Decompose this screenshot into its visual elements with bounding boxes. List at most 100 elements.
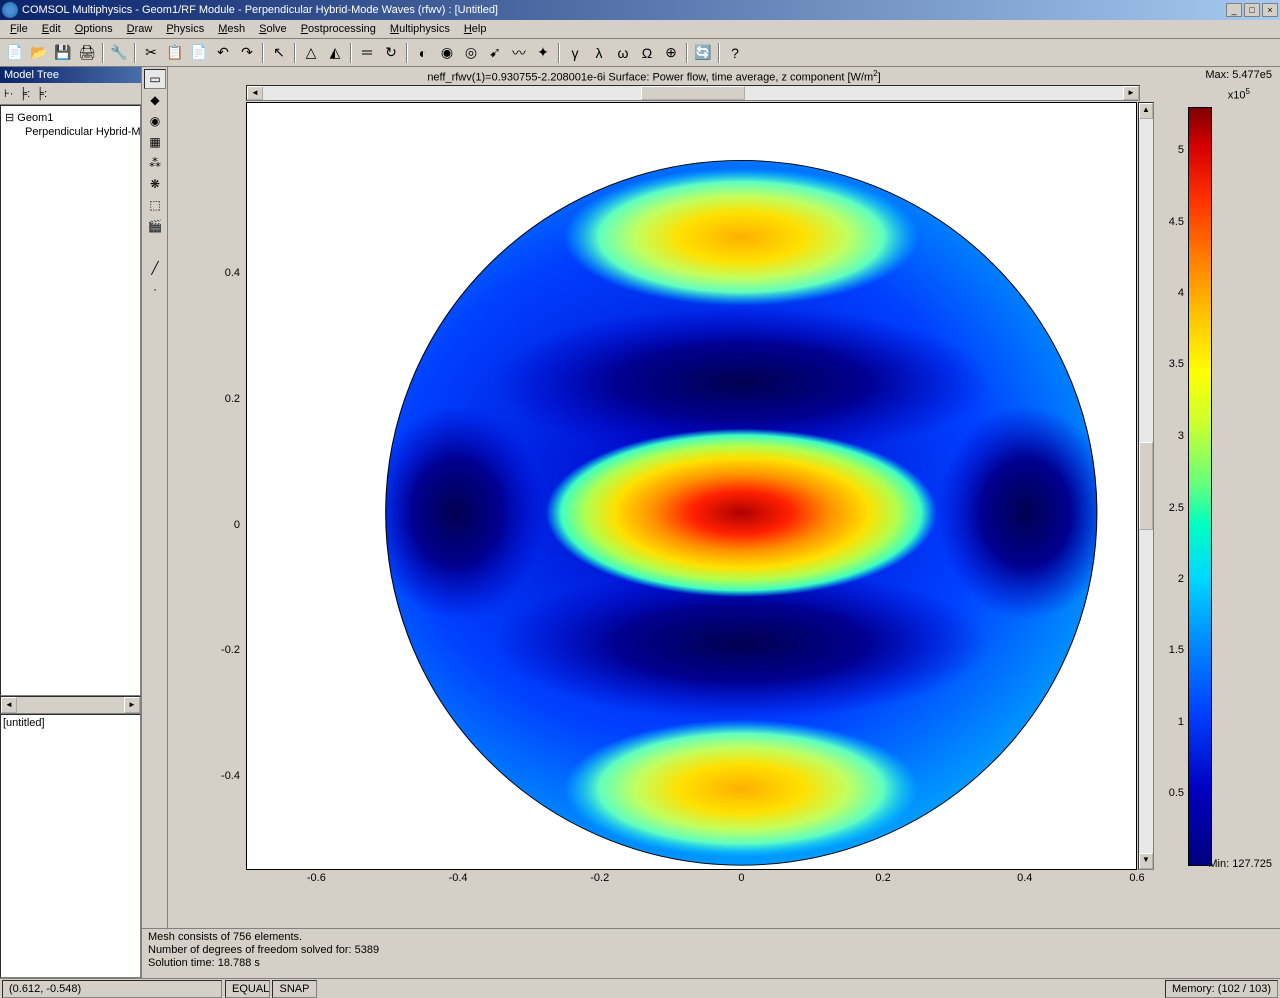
help-button[interactable]: ? xyxy=(724,42,746,64)
app-icon xyxy=(2,2,18,18)
plot-max-label: Max: 5.477e5 xyxy=(1205,69,1272,81)
y-tick: 0 xyxy=(234,519,240,531)
contour-button[interactable]: ◎ xyxy=(460,42,482,64)
sep-button[interactable] xyxy=(144,237,166,257)
update-button[interactable]: 🔄 xyxy=(692,42,714,64)
gamma-button[interactable]: γ xyxy=(564,42,586,64)
mode-toolbar: ▭◆◉▦⁂❋⬚🎬 ╱· xyxy=(142,67,168,928)
solve-button[interactable]: ＝ xyxy=(356,42,378,64)
mesh1-button[interactable]: ▦ xyxy=(144,132,166,152)
open-button[interactable]: 📂 xyxy=(28,42,50,64)
log-line: Mesh consists of 756 elements. xyxy=(148,931,1274,944)
arrow-button[interactable]: ➹ xyxy=(484,42,506,64)
particle-button[interactable]: ✦ xyxy=(532,42,554,64)
x-tick: 0.2 xyxy=(875,872,890,884)
menubar: FileEditOptionsDrawPhysicsMeshSolvePostp… xyxy=(0,20,1280,39)
titlebar: COMSOL Multiphysics - Geom1/RF Module - … xyxy=(0,0,1280,20)
scroll-right-icon[interactable]: ► xyxy=(124,697,140,713)
vscroll-thumb[interactable] xyxy=(1139,442,1153,530)
scroll-right-icon[interactable]: ► xyxy=(1123,86,1139,100)
scroll-up-icon[interactable]: ▲ xyxy=(1139,103,1153,119)
new-button[interactable]: 📄 xyxy=(4,42,26,64)
refine-mesh-button[interactable]: ◭ xyxy=(324,42,346,64)
scroll-down-icon[interactable]: ▼ xyxy=(1139,853,1153,869)
hscroll-thumb[interactable] xyxy=(641,86,744,100)
line-button[interactable]: ╱ xyxy=(144,258,166,278)
plot-params-button[interactable]: ◐ xyxy=(412,42,434,64)
cut-button[interactable]: ✂ xyxy=(140,42,162,64)
model-navigator-button[interactable]: 🔧 xyxy=(108,42,130,64)
tree-expand1-icon[interactable]: ╞: xyxy=(19,88,30,100)
colorbar xyxy=(1188,107,1212,866)
mesh3-button[interactable]: ❋ xyxy=(144,174,166,194)
mesh-mode-button[interactable]: △ xyxy=(300,42,322,64)
close-button[interactable]: × xyxy=(1262,3,1278,17)
minimize-button[interactable]: _ xyxy=(1226,3,1242,17)
save-button[interactable]: 💾 xyxy=(52,42,74,64)
surface-button[interactable]: ◉ xyxy=(436,42,458,64)
menu-postprocessing[interactable]: Postprocessing xyxy=(295,21,382,37)
undo-button[interactable]: ↶ xyxy=(212,42,234,64)
dot-button[interactable]: · xyxy=(144,279,166,299)
window-title: COMSOL Multiphysics - Geom1/RF Module - … xyxy=(22,4,498,16)
cb-tick: 5 xyxy=(1178,144,1184,156)
scroll-left-icon[interactable]: ◄ xyxy=(247,86,263,100)
model-tree[interactable]: ⊟ Geom1 Perpendicular Hybrid-M xyxy=(0,105,141,696)
tree-child[interactable]: Perpendicular Hybrid-M xyxy=(5,125,136,139)
log-line: Solution time: 18.788 s xyxy=(148,957,1274,970)
geom-mode-button[interactable]: ▭ xyxy=(144,69,166,89)
boundary-button[interactable]: ◉ xyxy=(144,111,166,131)
x-axis: -0.6-0.4-0.200.20.40.6 xyxy=(246,872,1137,890)
message-log: Mesh consists of 756 elements.Number of … xyxy=(142,928,1280,978)
left-panel: Model Tree ⊦· ╞: ╞: ⊟ Geom1 Perpendicula… xyxy=(0,67,142,978)
menu-help[interactable]: Help xyxy=(458,21,493,37)
center-panel: ▭◆◉▦⁂❋⬚🎬 ╱· neff_rfwv(1)=0.930755-2.20800… xyxy=(142,67,1280,978)
plot-title: neff_rfwv(1)=0.930755-2.208001e-6i Surfa… xyxy=(168,69,1140,84)
subdomain-button[interactable]: ◆ xyxy=(144,90,166,110)
y-tick: 0.4 xyxy=(225,267,240,279)
copy-button[interactable]: 📋 xyxy=(164,42,186,64)
animate-button[interactable]: 🎬 xyxy=(144,216,166,236)
omega2-button[interactable]: Ω xyxy=(636,42,658,64)
menu-physics[interactable]: Physics xyxy=(160,21,210,37)
menu-options[interactable]: Options xyxy=(69,21,119,37)
tree-root-label: Geom1 xyxy=(17,112,53,124)
status-snap[interactable]: SNAP xyxy=(272,980,317,998)
tree-root[interactable]: ⊟ Geom1 xyxy=(5,110,136,125)
lambda-button[interactable]: λ xyxy=(588,42,610,64)
left-log-panel: [untitled] xyxy=(0,714,141,978)
cb-tick: 2.5 xyxy=(1169,502,1184,514)
point-button[interactable]: ⬚ xyxy=(144,195,166,215)
menu-file[interactable]: File xyxy=(4,21,34,37)
left-log-text: [untitled] xyxy=(3,717,45,729)
cb-tick: 0.5 xyxy=(1169,787,1184,799)
tree-hscroll[interactable]: ◄ ► xyxy=(0,696,141,714)
paste-button[interactable]: 📄 xyxy=(188,42,210,64)
y-tick: -0.4 xyxy=(221,770,240,782)
menu-edit[interactable]: Edit xyxy=(36,21,67,37)
redo-button[interactable]: ↷ xyxy=(236,42,258,64)
status-equal[interactable]: EQUAL xyxy=(225,980,270,998)
omega1-button[interactable]: ω xyxy=(612,42,634,64)
plot-vscroll[interactable]: ▲ ▼ xyxy=(1138,102,1154,870)
plot-canvas[interactable] xyxy=(246,102,1137,870)
menu-mesh[interactable]: Mesh xyxy=(212,21,251,37)
restart-button[interactable]: ↻ xyxy=(380,42,402,64)
menu-draw[interactable]: Draw xyxy=(121,21,159,37)
pointer-button[interactable]: ↖ xyxy=(268,42,290,64)
circled-plus-button[interactable]: ⊕ xyxy=(660,42,682,64)
tree-collapse-icon[interactable]: ⊦· xyxy=(4,87,13,100)
menu-multiphysics[interactable]: Multiphysics xyxy=(384,21,456,37)
print-button[interactable]: 🖨 xyxy=(76,42,98,64)
colorbar-ticks: 54.543.532.521.510.5 xyxy=(1156,107,1184,866)
scroll-left-icon[interactable]: ◄ xyxy=(1,697,17,713)
maximize-button[interactable]: □ xyxy=(1244,3,1260,17)
tree-expand2-icon[interactable]: ╞: xyxy=(36,88,47,100)
cb-tick: 4.5 xyxy=(1169,216,1184,228)
streamline-button[interactable]: 〰 xyxy=(508,42,530,64)
menu-solve[interactable]: Solve xyxy=(253,21,293,37)
mesh2-button[interactable]: ⁂ xyxy=(144,153,166,173)
plot-hscroll[interactable]: ◄ ► xyxy=(246,85,1140,101)
x-tick: 0.6 xyxy=(1129,872,1144,884)
cb-tick: 1 xyxy=(1178,716,1184,728)
